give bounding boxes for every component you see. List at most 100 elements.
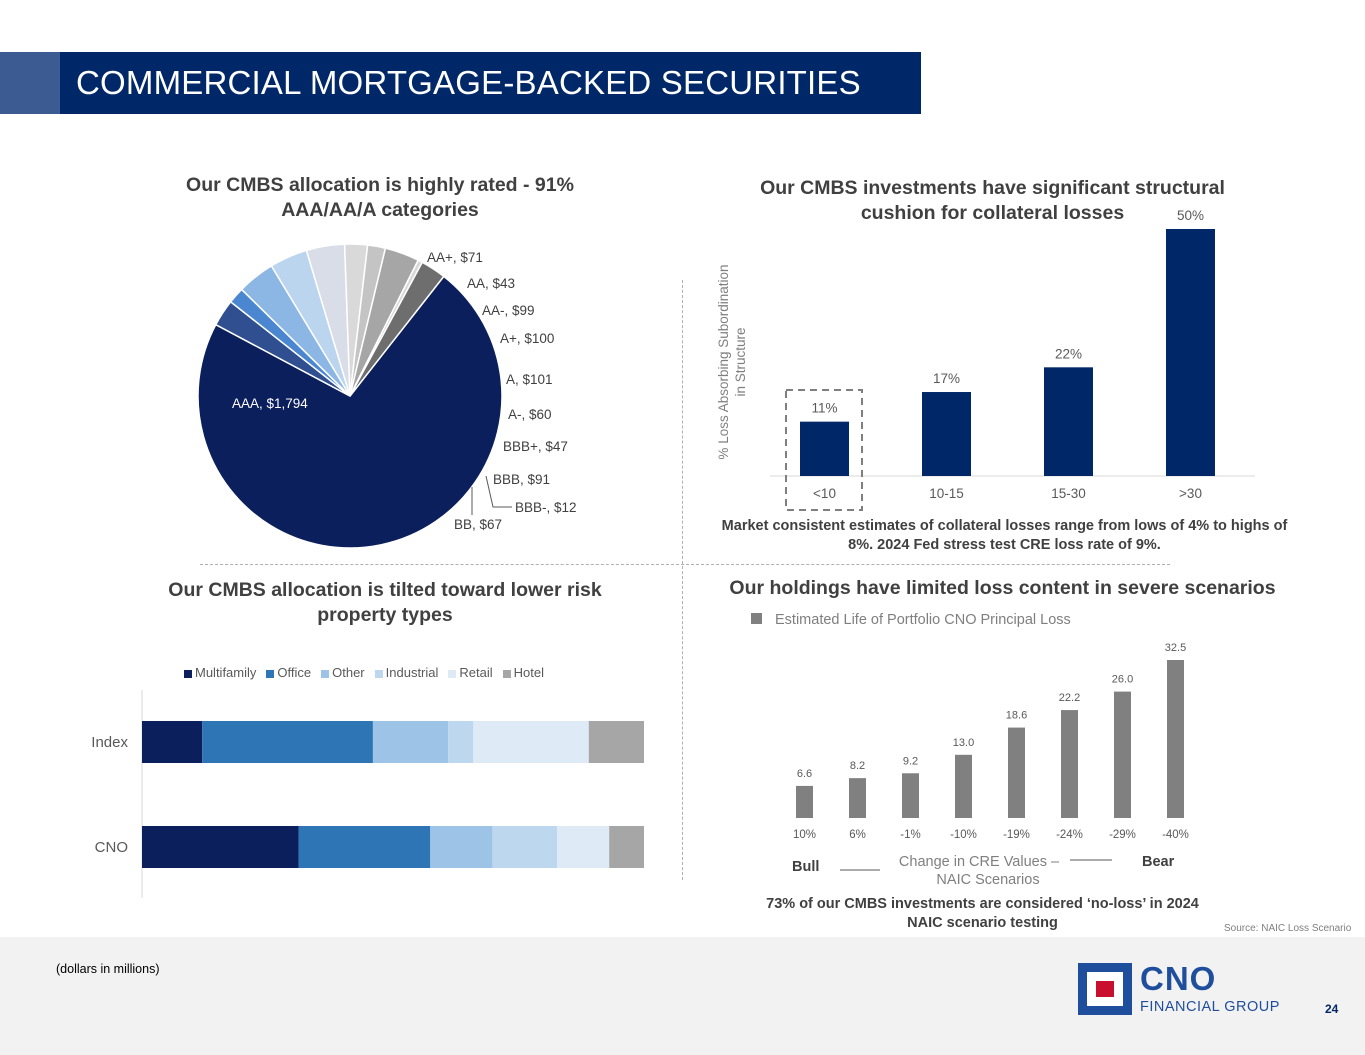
footer-band xyxy=(0,937,1365,1055)
pie-label-1: AA+, $71 xyxy=(427,250,483,265)
loss-bar-3 xyxy=(955,754,972,818)
loss-tick-0: 10% xyxy=(793,829,816,841)
property-legend-label-industrial: Industrial xyxy=(385,665,439,680)
title-bar xyxy=(60,52,921,114)
sub-ylabel-line1: % Loss Absorbing Subordination xyxy=(716,264,731,459)
ratings-pie-chart: AAA, $1,794 AA+, $71 AA, $43 AA-, $99 A+, $1… xyxy=(197,243,577,549)
pie-label-10: BB, $67 xyxy=(454,517,502,532)
page-number: 24 xyxy=(1325,1002,1339,1016)
sub-bar-3 xyxy=(1166,229,1215,476)
loss-bar-label-6: 26.0 xyxy=(1112,674,1133,686)
loss-bar-7 xyxy=(1167,660,1184,818)
property-legend-item-multifamily: Multifamily xyxy=(184,665,256,680)
property-legend-item-hotel: Hotel xyxy=(502,665,544,680)
logo-subtitle: FINANCIAL GROUP xyxy=(1140,999,1280,1015)
sub-highlight-box xyxy=(785,389,863,511)
sub-bar-label-2: 22% xyxy=(1055,346,1082,361)
property-seg-cno-industrial xyxy=(492,826,558,868)
loss-xlabel-line1: Change in CRE Values – xyxy=(899,854,1060,870)
footnote: (dollars in millions) xyxy=(56,962,160,976)
property-legend-swatch-industrial xyxy=(374,669,383,678)
loss-bar-6 xyxy=(1114,691,1131,818)
property-row-label-cno: CNO xyxy=(95,839,128,856)
property-legend-label-hotel: Hotel xyxy=(513,665,544,680)
property-legend-label-multifamily: Multifamily xyxy=(195,665,257,680)
source-note: Source: NAIC Loss Scenario xyxy=(1224,923,1352,934)
subordination-note: Market consistent estimates of collatera… xyxy=(721,518,1288,553)
property-legend-label-office: Office xyxy=(277,665,312,680)
loss-tick-5: -24% xyxy=(1056,829,1083,841)
loss-bar-2 xyxy=(902,773,919,818)
property-seg-index-industrial xyxy=(448,721,474,763)
loss-legend-label: Estimated Life of Portfolio CNO Principa… xyxy=(775,612,1071,628)
loss-tick-6: -29% xyxy=(1109,829,1136,841)
loss-bar-0 xyxy=(796,785,813,818)
pie-label-2: AA, $43 xyxy=(467,276,515,291)
property-seg-index-hotel xyxy=(588,721,644,763)
loss-legend-swatch xyxy=(751,613,762,624)
loss-tick-7: -40% xyxy=(1162,829,1189,841)
loss-tick-3: -10% xyxy=(950,829,977,841)
sub-tick-2: 15-30 xyxy=(1051,486,1086,501)
property-legend-swatch-office xyxy=(266,669,275,678)
property-legend-label-retail: Retail xyxy=(459,665,493,680)
property-seg-cno-retail xyxy=(557,826,610,868)
loss-tick-4: -19% xyxy=(1003,829,1030,841)
sub-tick-0: <10 xyxy=(813,486,836,501)
property-legend-swatch-other xyxy=(321,669,330,678)
sub-ylabel: % Loss Absorbing Subordination in Structu… xyxy=(716,264,748,459)
property-legend-swatch-multifamily xyxy=(184,669,192,678)
loss-bar-label-1: 8.2 xyxy=(850,760,865,772)
horizontal-divider xyxy=(200,564,1170,565)
loss-bar-label-2: 9.2 xyxy=(903,755,918,767)
property-legend-swatch-hotel xyxy=(502,669,511,678)
loss-tick-1: 6% xyxy=(849,829,866,841)
pie-label-4: A+, $100 xyxy=(500,331,554,346)
property-legend-item-office: Office xyxy=(266,665,311,680)
property-seg-cno-hotel xyxy=(609,826,644,868)
pie-leader-bbb-minus xyxy=(485,475,512,508)
sub-bar-label-1: 17% xyxy=(933,371,960,386)
loss-xlabel-line2: NAIC Scenarios xyxy=(936,872,1039,888)
pie-label-7: BBB+, $47 xyxy=(503,439,568,454)
sub-bar-label-0: 11% xyxy=(811,401,837,416)
pie-label-8: BBB, $91 xyxy=(493,472,550,487)
sub-bar-2 xyxy=(1044,367,1093,476)
property-seg-cno-multifamily xyxy=(142,826,299,868)
sub-bar-1 xyxy=(922,392,971,476)
sub-tick-1: 10-15 xyxy=(929,486,964,501)
loss-bar-label-0: 6.6 xyxy=(797,768,812,780)
property-seg-cno-office xyxy=(298,826,431,868)
vertical-divider xyxy=(682,280,683,880)
property-legend-item-industrial: Industrial xyxy=(374,665,439,680)
loss-bar-4 xyxy=(1008,727,1025,818)
property-seg-index-other xyxy=(372,721,449,763)
loss-bar-label-3: 13.0 xyxy=(953,737,974,749)
property-seg-index-multifamily xyxy=(142,721,203,763)
property-legend: Multifamily Office Other Industrial Retail Ho… xyxy=(184,665,554,680)
loss-bar-label-7: 32.5 xyxy=(1165,642,1186,654)
loss-tick-2: -1% xyxy=(900,829,920,841)
property-seg-cno-other xyxy=(430,826,493,868)
subordination-bar-chart: 11% <10 17% 10-15 22% 15-30 50% >30 % Loss Absor… xyxy=(716,208,1255,511)
slide-title: COMMERCIAL MORTGAGE-BACKED SECURITIES xyxy=(76,64,861,101)
property-stacked-bar-chart: Index CNO xyxy=(91,690,644,898)
property-row-label-index: Index xyxy=(91,734,128,751)
title-bar-accent xyxy=(0,52,60,114)
sub-tick-3: >30 xyxy=(1179,486,1202,501)
loss-bull-label: Bull xyxy=(792,859,819,875)
loss-bar-label-5: 22.2 xyxy=(1059,692,1080,704)
loss-bear-label: Bear xyxy=(1142,854,1175,870)
pie-label-0: AAA, $1,794 xyxy=(232,396,308,411)
logo-icon-center xyxy=(1096,981,1114,997)
pie-label-3: AA-, $99 xyxy=(482,303,535,318)
sub-ylabel-line2: in Structure xyxy=(733,327,748,396)
loss-note: 73% of our CMBS investments are consider… xyxy=(766,896,1199,931)
property-chart-title: Our CMBS allocation is tilted toward low… xyxy=(168,579,602,626)
loss-bar-1 xyxy=(849,778,866,818)
pie-slice-bb xyxy=(349,261,445,397)
pie-label-6: A-, $60 xyxy=(508,407,552,422)
loss-chart-title: Our holdings have limited loss content i… xyxy=(729,577,1276,599)
sub-bar-label-3: 50% xyxy=(1177,208,1204,223)
subordination-chart-title: Our CMBS investments have significant st… xyxy=(760,177,1225,224)
